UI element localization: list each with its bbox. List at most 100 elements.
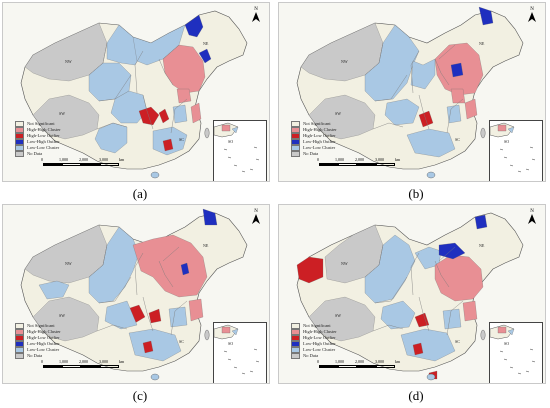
inset-label: SO [504,139,510,144]
legend-swatch [15,341,24,347]
nine-dash-line [227,358,232,361]
nine-dash-line [233,366,238,369]
nine-dash-line [253,348,258,351]
north-label: N [530,209,534,214]
region-sichuan [104,300,138,330]
legend-label: Low-Low Cluster [27,347,60,352]
legend-item: No Data [15,151,61,157]
nine-dash-line [531,360,536,363]
province-boundary [98,276,132,304]
nine-dash-line [531,158,536,161]
region-label-sc: SC [179,339,184,344]
legend-swatch [15,127,24,133]
legend-label: Low-Low Cluster [303,145,336,150]
region-sichuan [384,98,420,126]
legend-item: No Data [291,353,337,359]
scale-bar: 0 1,000 2,000 3,000 km [41,355,124,373]
scale-tick-label: 1,000 [59,157,68,162]
province-boundary [410,252,420,296]
taiwan-island [480,329,486,341]
legend-swatch [15,151,24,157]
legend-item: High-Low Outlier [15,133,61,139]
legend-item: Low-High Outlier [15,139,61,145]
legend-label: High-Low Outlier [27,133,60,138]
scale-tick-label: 0 [41,359,43,364]
nine-dash-line [241,372,246,375]
region-ne-blue2 [450,62,464,78]
scale-segment [43,365,62,368]
region-inner [410,58,436,90]
north-arrow-icon: N [527,209,537,225]
region-label-sc: SC [179,137,184,142]
inset-region [231,126,239,134]
legend-item: Not Significant [15,323,61,329]
scale-tick-label: 2,000 [355,157,364,162]
legend-label: No Data [303,151,319,156]
legend-label: Low-High Outlier [303,139,336,144]
scale-segment [81,163,100,166]
nine-dash-line [499,350,504,353]
region-label-nw: NW [341,59,348,64]
region-label-sw: SW [335,111,341,116]
panel-caption: (a) [132,186,148,201]
legend-item: High-High Cluster [15,127,61,133]
legend-item: Low-Low Cluster [15,347,61,353]
region-label-sw: SW [335,313,341,318]
scale-segment [357,365,376,368]
legend: Not Significant High-High Cluster High-Low… [291,121,337,157]
province-boundary [434,58,450,86]
north-arrow-shape [252,214,260,224]
nine-dash-line [517,170,522,173]
inset-label: SO [504,341,510,346]
nine-dash-line [499,148,504,151]
legend-label: Low-Low Cluster [27,145,60,150]
region-label-nw: NW [341,261,348,266]
legend-label: High-High Cluster [27,329,61,334]
taiwan-island [204,127,210,139]
north-label: N [254,209,258,214]
nine-dash-line [227,156,232,159]
legend-label: No Data [27,353,43,358]
legend-label: No Data [303,353,319,358]
province-boundary [364,42,384,76]
inset-region [497,124,507,132]
legend-swatch [15,121,24,127]
legend-item: High-Low Outlier [291,335,337,341]
north-arrow-shape [528,214,536,224]
province-boundary [170,300,188,336]
province-boundary [410,50,420,94]
scale-segment [62,365,81,368]
region-lowlow-e [442,308,462,330]
region-label-nw: NW [65,59,72,64]
legend-swatch [15,329,24,335]
province-boundary [96,324,128,332]
legend-label: High-Low Outlier [303,335,336,340]
province-boundary [438,246,456,262]
legend-swatch [291,335,300,341]
scale-tick-label: 3,000 [99,157,108,162]
map-panel-c: 2011~2015NWNESWSCNNot SignificantHigh-Hi… [2,204,270,384]
scale-bar: 0 1,000 2,000 3,000 km [41,153,124,171]
nine-dash-line [253,146,258,149]
legend-label: Low-High Outlier [303,341,336,346]
province-boundary [158,58,174,86]
scale-tick-label: 1,000 [59,359,68,364]
region-label-sw: SW [59,111,65,116]
province-boundary [364,244,384,278]
scale-tick-label: 2,000 [79,359,88,364]
north-label: N [254,7,258,12]
region-label-ne: NE [479,243,485,248]
province-boundary [88,42,108,76]
nine-dash-line [255,158,260,161]
region-center-hh [176,88,192,104]
province-boundary [372,324,404,332]
legend-swatch [291,341,300,347]
nine-dash-line [525,168,530,171]
inset-region [221,326,231,334]
scale-tick-label: 0 [41,157,43,162]
province-boundary [96,122,128,130]
province-boundary [158,260,174,288]
province-boundary [170,98,188,134]
legend-item: No Data [15,353,61,359]
scale-segment [319,365,338,368]
